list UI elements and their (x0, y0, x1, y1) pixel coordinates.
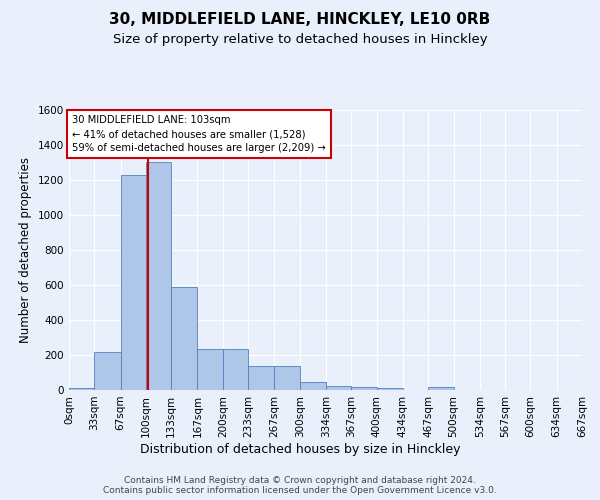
Text: Distribution of detached houses by size in Hinckley: Distribution of detached houses by size … (140, 442, 460, 456)
Bar (146, 162, 171, 390)
Bar (121, 175, 146, 390)
Bar (377, 388, 403, 390)
Text: Contains HM Land Registry data © Crown copyright and database right 2024.
Contai: Contains HM Land Registry data © Crown c… (103, 476, 497, 495)
Bar (171, 287, 197, 390)
Bar (69, 388, 94, 390)
Bar (326, 386, 351, 390)
Bar (223, 349, 248, 390)
Text: Size of property relative to detached houses in Hinckley: Size of property relative to detached ho… (113, 32, 487, 46)
Bar (248, 366, 274, 390)
Bar (274, 366, 300, 390)
Text: 30 MIDDLEFIELD LANE: 103sqm
← 41% of detached houses are smaller (1,528)
59% of : 30 MIDDLEFIELD LANE: 103sqm ← 41% of det… (72, 116, 326, 153)
Y-axis label: Number of detached properties: Number of detached properties (19, 157, 32, 343)
Bar (351, 386, 377, 390)
Bar (300, 382, 326, 390)
Bar (197, 349, 223, 390)
Text: 30, MIDDLEFIELD LANE, HINCKLEY, LE10 0RB: 30, MIDDLEFIELD LANE, HINCKLEY, LE10 0RB (109, 12, 491, 28)
Bar (428, 388, 454, 390)
Bar (94, 352, 121, 390)
